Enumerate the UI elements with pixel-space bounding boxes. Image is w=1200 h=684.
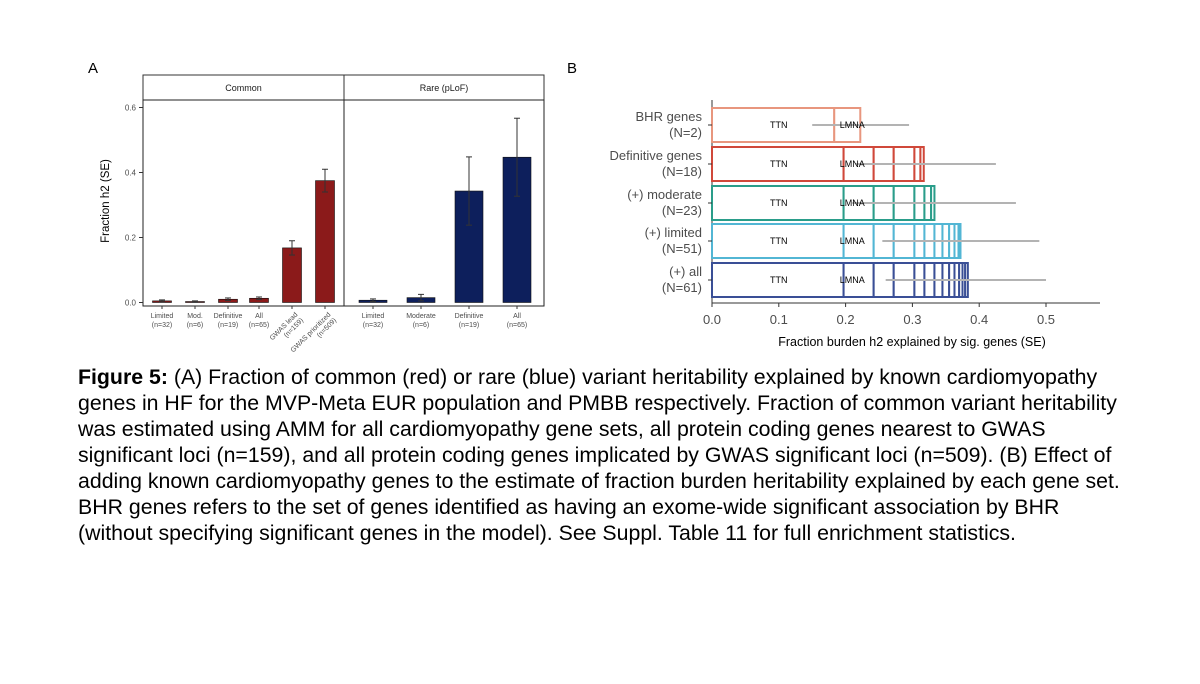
gene-label-lmna: LMNA: [840, 275, 865, 285]
gene-label-lmna: LMNA: [840, 198, 865, 208]
caption-text: (A) Fraction of common (red) or rare (bl…: [78, 365, 1120, 545]
x-tick-label: 0.2: [837, 312, 855, 327]
panel-a-chart: Common Rare (pLoF) 0.0 0.2 0.4 0.6 Fraction…: [100, 74, 545, 354]
row-label: (N=61): [662, 280, 702, 295]
x-tick-label: 0.4: [970, 312, 988, 327]
x-tick-label: Moderate: [406, 313, 436, 320]
caption-label: Figure 5:: [78, 365, 168, 389]
x-tick-label: Definitive: [214, 313, 243, 320]
x-tick-label: (n=65): [249, 322, 269, 329]
facet-strip-common: [142, 74, 345, 101]
row-label: (+) moderate: [627, 187, 702, 202]
bar-segment: [842, 223, 875, 259]
panel-b-x-axis: 0.0 0.1 0.2 0.3 0.4 0.5: [703, 303, 1055, 327]
y-tick-label: 0.4: [125, 169, 137, 178]
x-tick-label: Definitive: [455, 313, 484, 320]
panel-b-chart: 0.0 0.1 0.2 0.3 0.4 0.5 Fraction burden h2 ex…: [610, 100, 1100, 349]
bar-row: TTN LMNA (+) all(N=61): [662, 262, 1046, 298]
bar-row: TTN LMNA (+) limited(N=51): [645, 223, 1040, 259]
bar: [315, 180, 335, 303]
y-tick-label: 0.2: [125, 234, 137, 243]
x-tick-label: (n=6): [413, 322, 430, 329]
facet-label-rare: Rare (pLoF): [420, 83, 469, 93]
facet-panel-rare: [343, 99, 545, 307]
panel-a-letter: A: [88, 60, 98, 77]
x-tick-label: (n=32): [152, 322, 172, 329]
panel-a-y-axis-title: Fraction h2 (SE): [100, 159, 112, 243]
panel-b-rows: TTN LMNA BHR genes(N=2) TTN LMNA Definitive g…: [610, 107, 1046, 298]
row-label: (N=23): [662, 203, 702, 218]
x-tick-label: 0.5: [1037, 312, 1055, 327]
facet-strip-rare: [343, 74, 545, 101]
bar: [282, 247, 302, 303]
gene-label-lmna: LMNA: [840, 120, 865, 130]
x-tick-label: Limited: [151, 313, 174, 320]
figure-panels: A Common Rare (pLoF) 0.0 0.2 0.4 0.6 Fracti…: [88, 60, 1100, 354]
row-label: BHR genes: [636, 109, 703, 124]
facet-label-common: Common: [225, 83, 262, 93]
x-tick-label: Mod.: [187, 313, 203, 320]
row-label: (N=51): [662, 241, 702, 256]
x-tick-label: 0.1: [770, 312, 788, 327]
row-label: (N=2): [669, 125, 702, 140]
figure-caption: Figure 5: (A) Fraction of common (red) o…: [78, 364, 1138, 546]
gene-label-lmna: LMNA: [840, 236, 865, 246]
x-tick-label: All: [255, 313, 263, 320]
panel-a-y-axis: 0.0 0.2 0.4 0.6: [125, 104, 143, 308]
y-tick-label: 0.0: [125, 299, 137, 308]
bar-segment: [842, 262, 875, 298]
bar-segment: [711, 185, 845, 221]
row-label: (+) limited: [645, 225, 702, 240]
gene-label-ttn: TTN: [770, 275, 788, 285]
x-tick-label: Limited: [362, 313, 385, 320]
panel-b-x-axis-title: Fraction burden h2 explained by sig. gen…: [778, 335, 1046, 349]
bar-row: TTN LMNA (+) moderate(N=23): [627, 185, 1016, 221]
gene-label-ttn: TTN: [770, 120, 788, 130]
x-tick-label: (n=19): [459, 322, 479, 329]
x-tick-label: 0.3: [903, 312, 921, 327]
x-tick-label: (n=19): [218, 322, 238, 329]
y-tick-label: 0.6: [125, 104, 137, 113]
x-tick-label: (n=32): [363, 322, 383, 329]
gene-label-ttn: TTN: [770, 159, 788, 169]
row-label: (N=18): [662, 164, 702, 179]
panel-a-bars: Limited (n=32) Mod. (n=6) Definitive (n=19) Al…: [151, 117, 532, 354]
x-tick-label: (n=6): [187, 322, 204, 329]
bar-row: TTN LMNA BHR genes(N=2): [636, 107, 910, 143]
panel-b-letter: B: [567, 60, 577, 77]
row-label: (+) all: [669, 264, 702, 279]
gene-label-ttn: TTN: [770, 198, 788, 208]
x-tick-label: (n=65): [507, 322, 527, 329]
x-tick-label: All: [513, 313, 521, 320]
bar-row: TTN LMNA Definitive genes(N=18): [610, 146, 996, 182]
facet-panel-common: [142, 99, 345, 307]
bar-segment: [711, 146, 845, 182]
gene-label-ttn: TTN: [770, 236, 788, 246]
x-tick-label: 0.0: [703, 312, 721, 327]
row-label: Definitive genes: [610, 148, 703, 163]
gene-label-lmna: LMNA: [840, 159, 865, 169]
bar-segment: [711, 223, 845, 259]
